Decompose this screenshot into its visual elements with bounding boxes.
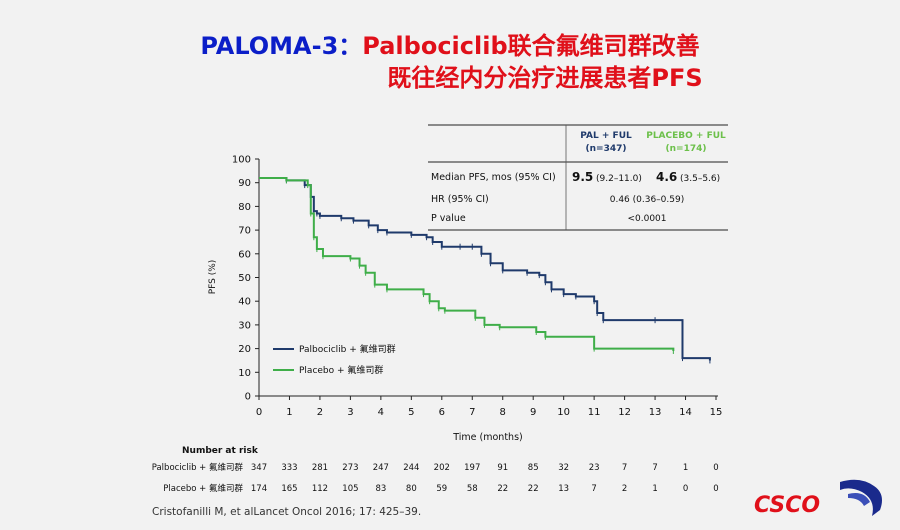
- logo-text: CSCO: [754, 493, 820, 518]
- y-tick-label: 80: [238, 202, 251, 213]
- risk-value: 22: [528, 484, 539, 494]
- title-drug-claim: Palbociclib联合氟维司群改善: [362, 32, 700, 60]
- p-value: <0.0001: [627, 214, 666, 224]
- y-ticks: 0 10 20 30 40 50 60 70 80 90 100: [232, 155, 259, 403]
- risk-value: 83: [375, 484, 386, 494]
- x-tick-label: 15: [710, 407, 723, 418]
- stats-table: PAL + FUL (n=347) PLACEBO + FUL (n=174) …: [428, 124, 728, 231]
- risk-value: 59: [436, 484, 447, 494]
- csco-logo-graphic: CSCO: [754, 479, 882, 518]
- risk-value: 1: [652, 484, 657, 494]
- x-tick-label: 10: [557, 407, 570, 418]
- risk-value: 13: [558, 484, 569, 494]
- risk-value: 22: [497, 484, 508, 494]
- risk-value: 333: [281, 463, 297, 473]
- x-axis-label: Time (months): [452, 432, 522, 443]
- risk-value: 273: [342, 463, 358, 473]
- placebo-median-ci: (3.5–5.6): [680, 174, 720, 184]
- y-tick-label: 10: [238, 368, 251, 379]
- risk-value: 80: [406, 484, 417, 494]
- y-tick-label: 30: [238, 320, 251, 331]
- risk-table-values: 347 333 281 273 247 244 202 197 91 85 32 23 7 7 1 0 174 1…: [251, 463, 719, 494]
- row-hr-label: HR (95% CI): [431, 194, 489, 205]
- title-study-name: PALOMA-3：: [200, 32, 363, 60]
- title-line-1: PALOMA-3：Palbociclib联合氟维司群改善: [0, 30, 900, 62]
- x-tick-label: 13: [649, 407, 662, 418]
- risk-value: 1: [683, 463, 688, 473]
- title-line-2: 既往经内分治疗进展患者PFS: [387, 64, 703, 92]
- x-tick-label: 5: [408, 407, 414, 418]
- x-tick-label: 4: [378, 407, 384, 418]
- y-tick-label: 0: [245, 392, 251, 403]
- risk-value: 0: [683, 484, 688, 494]
- risk-value: 105: [342, 484, 358, 494]
- x-tick-label: 3: [347, 407, 353, 418]
- legend-label-placebo: Placebo + 氟维司群: [299, 364, 383, 376]
- legend-label-palbociclib: Palbociclib + 氟维司群: [299, 343, 396, 355]
- logo-swoosh-inner: [848, 493, 870, 506]
- x-tick-label: 9: [530, 407, 536, 418]
- legend: Palbociclib + 氟维司群 Placebo + 氟维司群: [273, 343, 396, 376]
- risk-row-label-placebo: Placebo + 氟维司群: [163, 483, 243, 494]
- risk-value: 281: [312, 463, 328, 473]
- placebo-median-value: 4.6: [656, 170, 677, 184]
- x-tick-label: 14: [679, 407, 692, 418]
- csco-logo: CSCO: [752, 476, 892, 526]
- row-median-pfs-label: Median PFS, mos (95% CI): [431, 172, 556, 183]
- risk-row-label-palbociclib: Palbociclib + 氟维司群: [152, 462, 244, 473]
- risk-value: 58: [467, 484, 478, 494]
- citation: Cristofanilli M, et alLancet Oncol 2016;…: [152, 506, 422, 518]
- slide-title: PALOMA-3：Palbociclib联合氟维司群改善 既往经内分治疗进展患者…: [0, 30, 900, 94]
- risk-value: 91: [497, 463, 508, 473]
- x-tick-label: 2: [317, 407, 323, 418]
- km-curve-palbociclib: [259, 176, 711, 361]
- col1-header: PAL + FUL: [580, 131, 632, 141]
- risk-value: 174: [251, 484, 267, 494]
- risk-value: 247: [373, 463, 389, 473]
- col2-header: PLACEBO + FUL: [646, 131, 726, 141]
- y-tick-label: 90: [238, 178, 251, 189]
- risk-value: 2: [622, 484, 627, 494]
- x-ticks: 0 1 2 3 4 5 6 7 8 9 10 11 12 13 14 15: [256, 396, 723, 418]
- x-tick-label: 11: [588, 407, 601, 418]
- pal-median-ci: (9.2–11.0): [596, 174, 642, 184]
- risk-value: 7: [652, 463, 657, 473]
- risk-value: 347: [251, 463, 267, 473]
- risk-value: 112: [312, 484, 328, 494]
- risk-value: 244: [403, 463, 419, 473]
- x-tick-label: 12: [618, 407, 631, 418]
- pal-median-value: 9.5: [572, 170, 593, 184]
- risk-value: 165: [281, 484, 297, 494]
- x-tick-label: 0: [256, 407, 262, 418]
- x-tick-label: 8: [500, 407, 506, 418]
- risk-value: 7: [591, 484, 596, 494]
- x-tick-label: 1: [286, 407, 292, 418]
- col1-n: (n=347): [586, 144, 627, 154]
- risk-value: 202: [434, 463, 450, 473]
- y-tick-label: 60: [238, 249, 251, 260]
- y-tick-label: 50: [238, 273, 251, 284]
- y-tick-label: 70: [238, 226, 251, 237]
- y-tick-label: 40: [238, 297, 251, 308]
- risk-value: 197: [464, 463, 480, 473]
- risk-value: 85: [528, 463, 539, 473]
- y-axis-label: PFS (%): [208, 260, 218, 295]
- logo-swoosh-shape: [840, 479, 882, 516]
- hr-value: 0.46 (0.36–0.59): [610, 195, 685, 205]
- risk-value: 32: [558, 463, 569, 473]
- y-tick-label: 100: [232, 155, 251, 166]
- risk-value: 0: [713, 463, 718, 473]
- x-tick-label: 6: [439, 407, 445, 418]
- risk-value: 7: [622, 463, 627, 473]
- row-pvalue-label: P value: [431, 213, 466, 224]
- col2-n: (n=174): [666, 144, 707, 154]
- risk-table-header: Number at risk: [182, 446, 259, 456]
- km-curves: [259, 176, 711, 364]
- y-tick-label: 20: [238, 344, 251, 355]
- risk-value: 0: [713, 484, 718, 494]
- x-tick-label: 7: [469, 407, 475, 418]
- risk-value: 23: [589, 463, 600, 473]
